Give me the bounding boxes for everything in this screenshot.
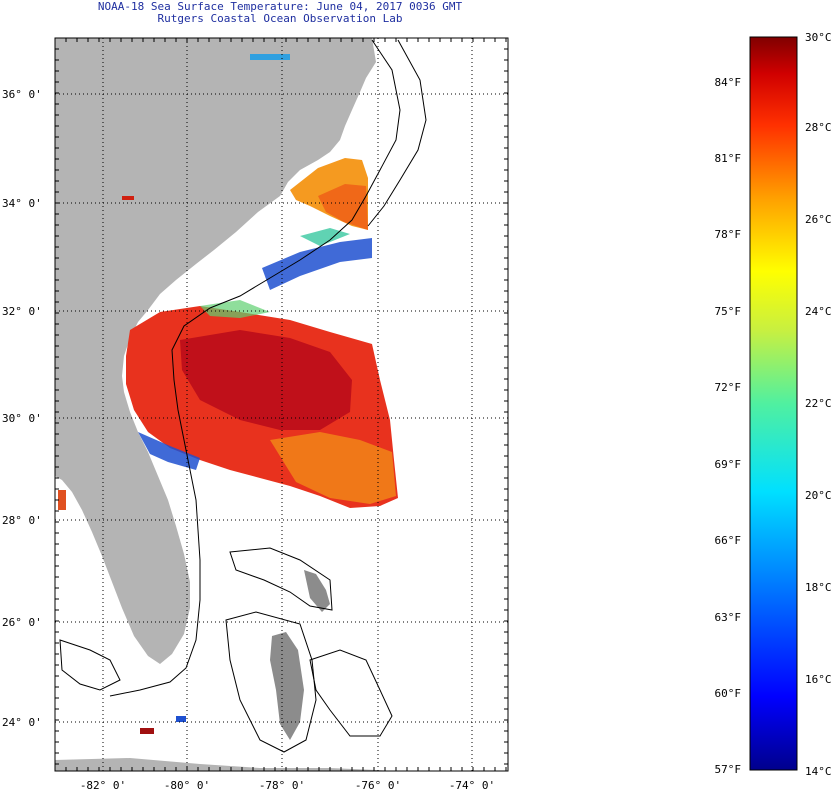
lat-label: 34° 0' xyxy=(2,197,42,210)
land-bahamas-andros xyxy=(270,632,304,740)
lon-label: -78° 0' xyxy=(259,779,305,792)
lon-label: -74° 0' xyxy=(449,779,495,792)
bathymetry-contour xyxy=(109,39,401,697)
sst-speck xyxy=(122,196,134,200)
lon-label: -82° 0' xyxy=(80,779,126,792)
bathymetry-contour-bahamas xyxy=(225,611,317,753)
lat-label: 28° 0' xyxy=(2,514,42,527)
map-title: NOAA-18 Sea Surface Temperature: June 04… xyxy=(97,0,463,13)
colorbar-fahrenheit-labels: 84°F 81°F 78°F 75°F 72°F 69°F 66°F 63°F 60°F 57°F xyxy=(715,76,742,776)
land-bahamas-abaco xyxy=(304,570,330,612)
sst-cool-edge-florida xyxy=(138,432,200,470)
colorbar-c-label: 22°C xyxy=(805,397,832,410)
graticule xyxy=(54,37,509,772)
sst-swath-carolina-edge xyxy=(318,184,368,230)
sst-speck xyxy=(140,728,154,734)
colorbar-c-label: 14°C xyxy=(805,765,832,778)
land-mainland xyxy=(55,38,376,664)
colorbar-f-label: 66°F xyxy=(715,534,742,547)
lat-label: 24° 0' xyxy=(2,716,42,729)
bathymetry-contour xyxy=(367,39,427,227)
bathymetry-contour-bahamas xyxy=(229,547,333,611)
colorbar-c-label: 20°C xyxy=(805,489,832,502)
land-cuba xyxy=(55,758,398,771)
colorbar-c-label: 16°C xyxy=(805,673,832,686)
lat-label: 30° 0' xyxy=(2,412,42,425)
colorbar-f-label: 60°F xyxy=(715,687,742,700)
sst-cool-strip xyxy=(262,238,372,290)
latitude-labels: 36° 0' 34° 0' 32° 0' 30° 0' 28° 0' 26° 0' 24° … xyxy=(2,88,42,729)
colorbar-f-label: 63°F xyxy=(715,611,742,624)
sst-speck xyxy=(58,490,66,510)
sst-speck xyxy=(176,716,186,722)
colorbar-f-label: 84°F xyxy=(715,76,742,89)
lat-label: 32° 0' xyxy=(2,305,42,318)
colorbar-f-label: 78°F xyxy=(715,228,742,241)
lat-label: 36° 0' xyxy=(2,88,42,101)
colorbar-c-label: 26°C xyxy=(805,213,832,226)
map-subtitle: Rutgers Coastal Ocean Observation Lab xyxy=(157,12,403,25)
colorbar-c-label: 18°C xyxy=(805,581,832,594)
colorbar-f-label: 75°F xyxy=(715,305,742,318)
colorbar-c-label: 30°C xyxy=(805,31,832,44)
sst-cool-strip-2 xyxy=(300,228,350,246)
sst-swath-orange-south xyxy=(270,432,396,504)
colorbar-f-label: 57°F xyxy=(715,763,742,776)
colorbar-f-label: 72°F xyxy=(715,381,742,394)
lon-label: -76° 0' xyxy=(355,779,401,792)
longitude-labels: -82° 0' -80° 0' -78° 0' -76° 0' -74° 0' xyxy=(80,779,495,792)
colorbar-f-label: 69°F xyxy=(715,458,742,471)
colorbar-f-label: 81°F xyxy=(715,152,742,165)
sst-speck xyxy=(250,54,290,60)
sst-swath-hot-core xyxy=(180,330,352,430)
colorbar-c-label: 24°C xyxy=(805,305,832,318)
colorbar-celsius-labels: 30°C 28°C 26°C 24°C 22°C 20°C 18°C 16°C 14°C xyxy=(805,31,832,778)
colorbar-c-label: 28°C xyxy=(805,121,832,134)
bathymetry-contour-keys xyxy=(59,639,121,691)
lat-label: 26° 0' xyxy=(2,616,42,629)
bathymetry-contour-bahamas xyxy=(309,649,393,737)
lon-label: -80° 0' xyxy=(164,779,210,792)
colorbar xyxy=(749,36,798,771)
